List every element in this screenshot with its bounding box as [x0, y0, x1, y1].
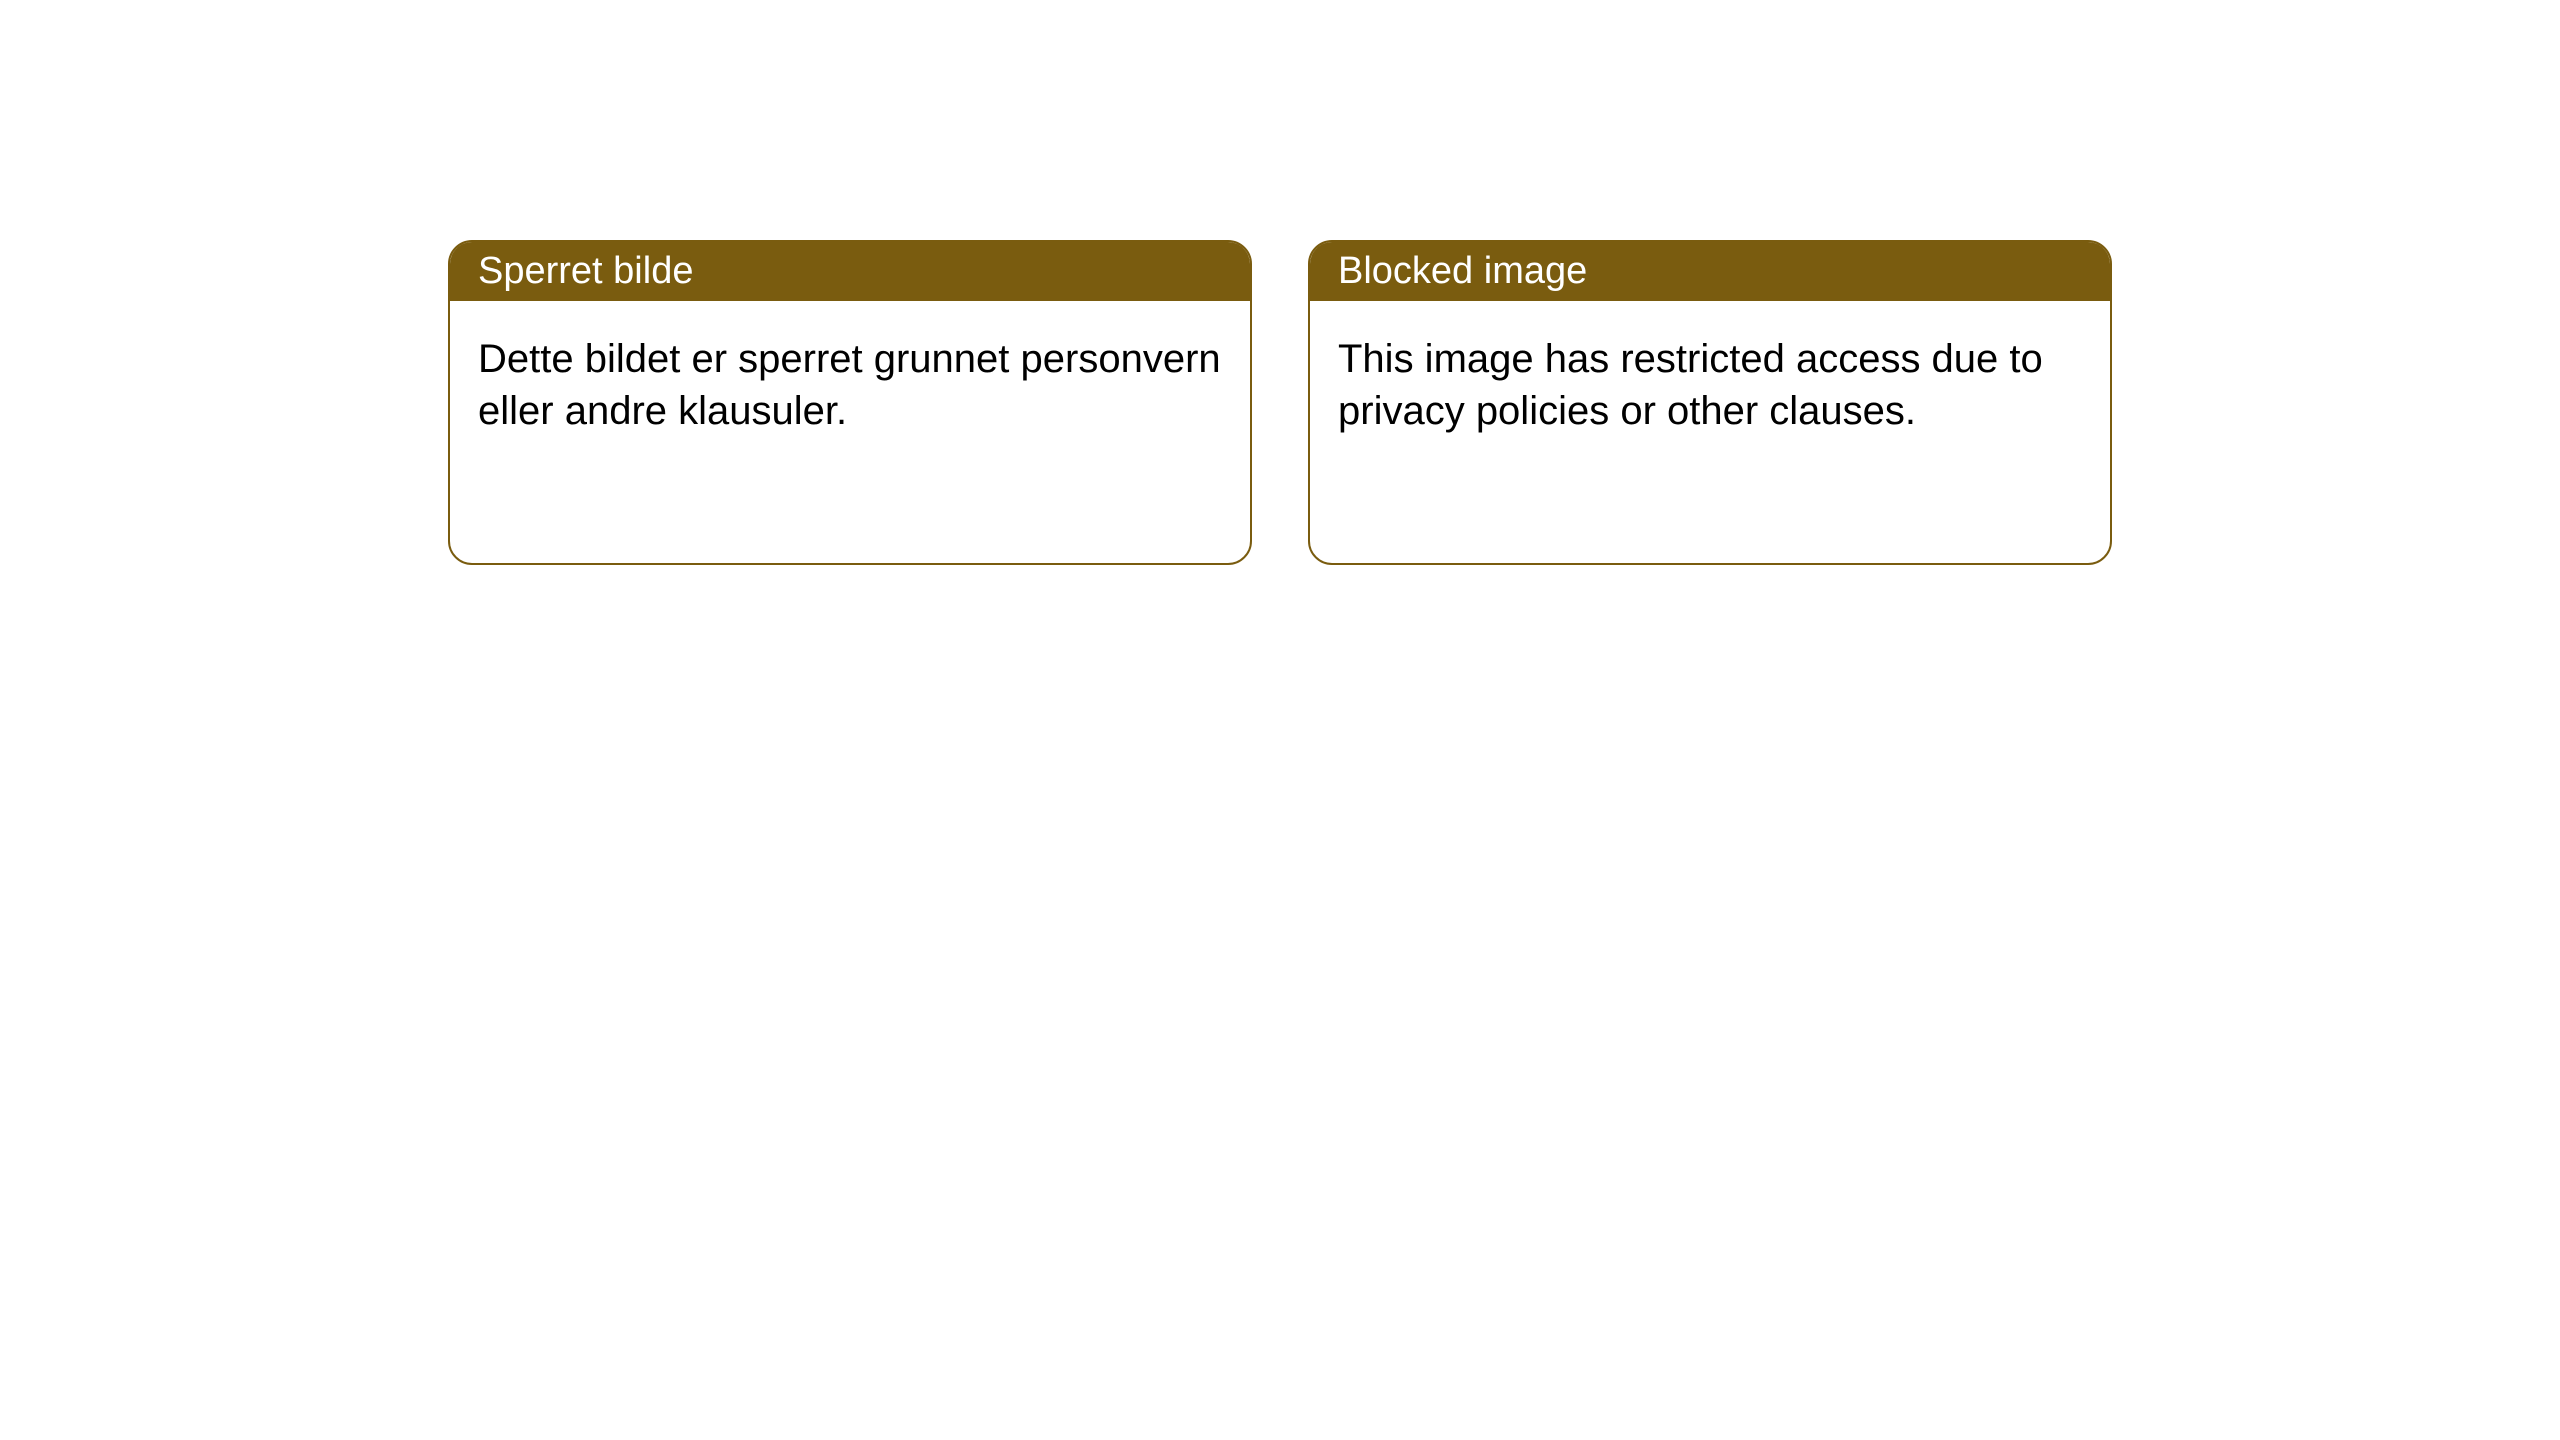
card-body-text: This image has restricted access due to …: [1338, 337, 2043, 433]
card-title: Sperret bilde: [478, 250, 693, 292]
notice-card-english: Blocked image This image has restricted …: [1308, 240, 2112, 565]
card-header: Sperret bilde: [450, 242, 1250, 301]
card-body: Dette bildet er sperret grunnet personve…: [450, 301, 1250, 563]
card-header: Blocked image: [1310, 242, 2110, 301]
notice-cards-container: Sperret bilde Dette bildet er sperret gr…: [0, 0, 2560, 565]
card-title: Blocked image: [1338, 250, 1587, 292]
card-body: This image has restricted access due to …: [1310, 301, 2110, 563]
card-body-text: Dette bildet er sperret grunnet personve…: [478, 337, 1221, 433]
notice-card-norwegian: Sperret bilde Dette bildet er sperret gr…: [448, 240, 1252, 565]
